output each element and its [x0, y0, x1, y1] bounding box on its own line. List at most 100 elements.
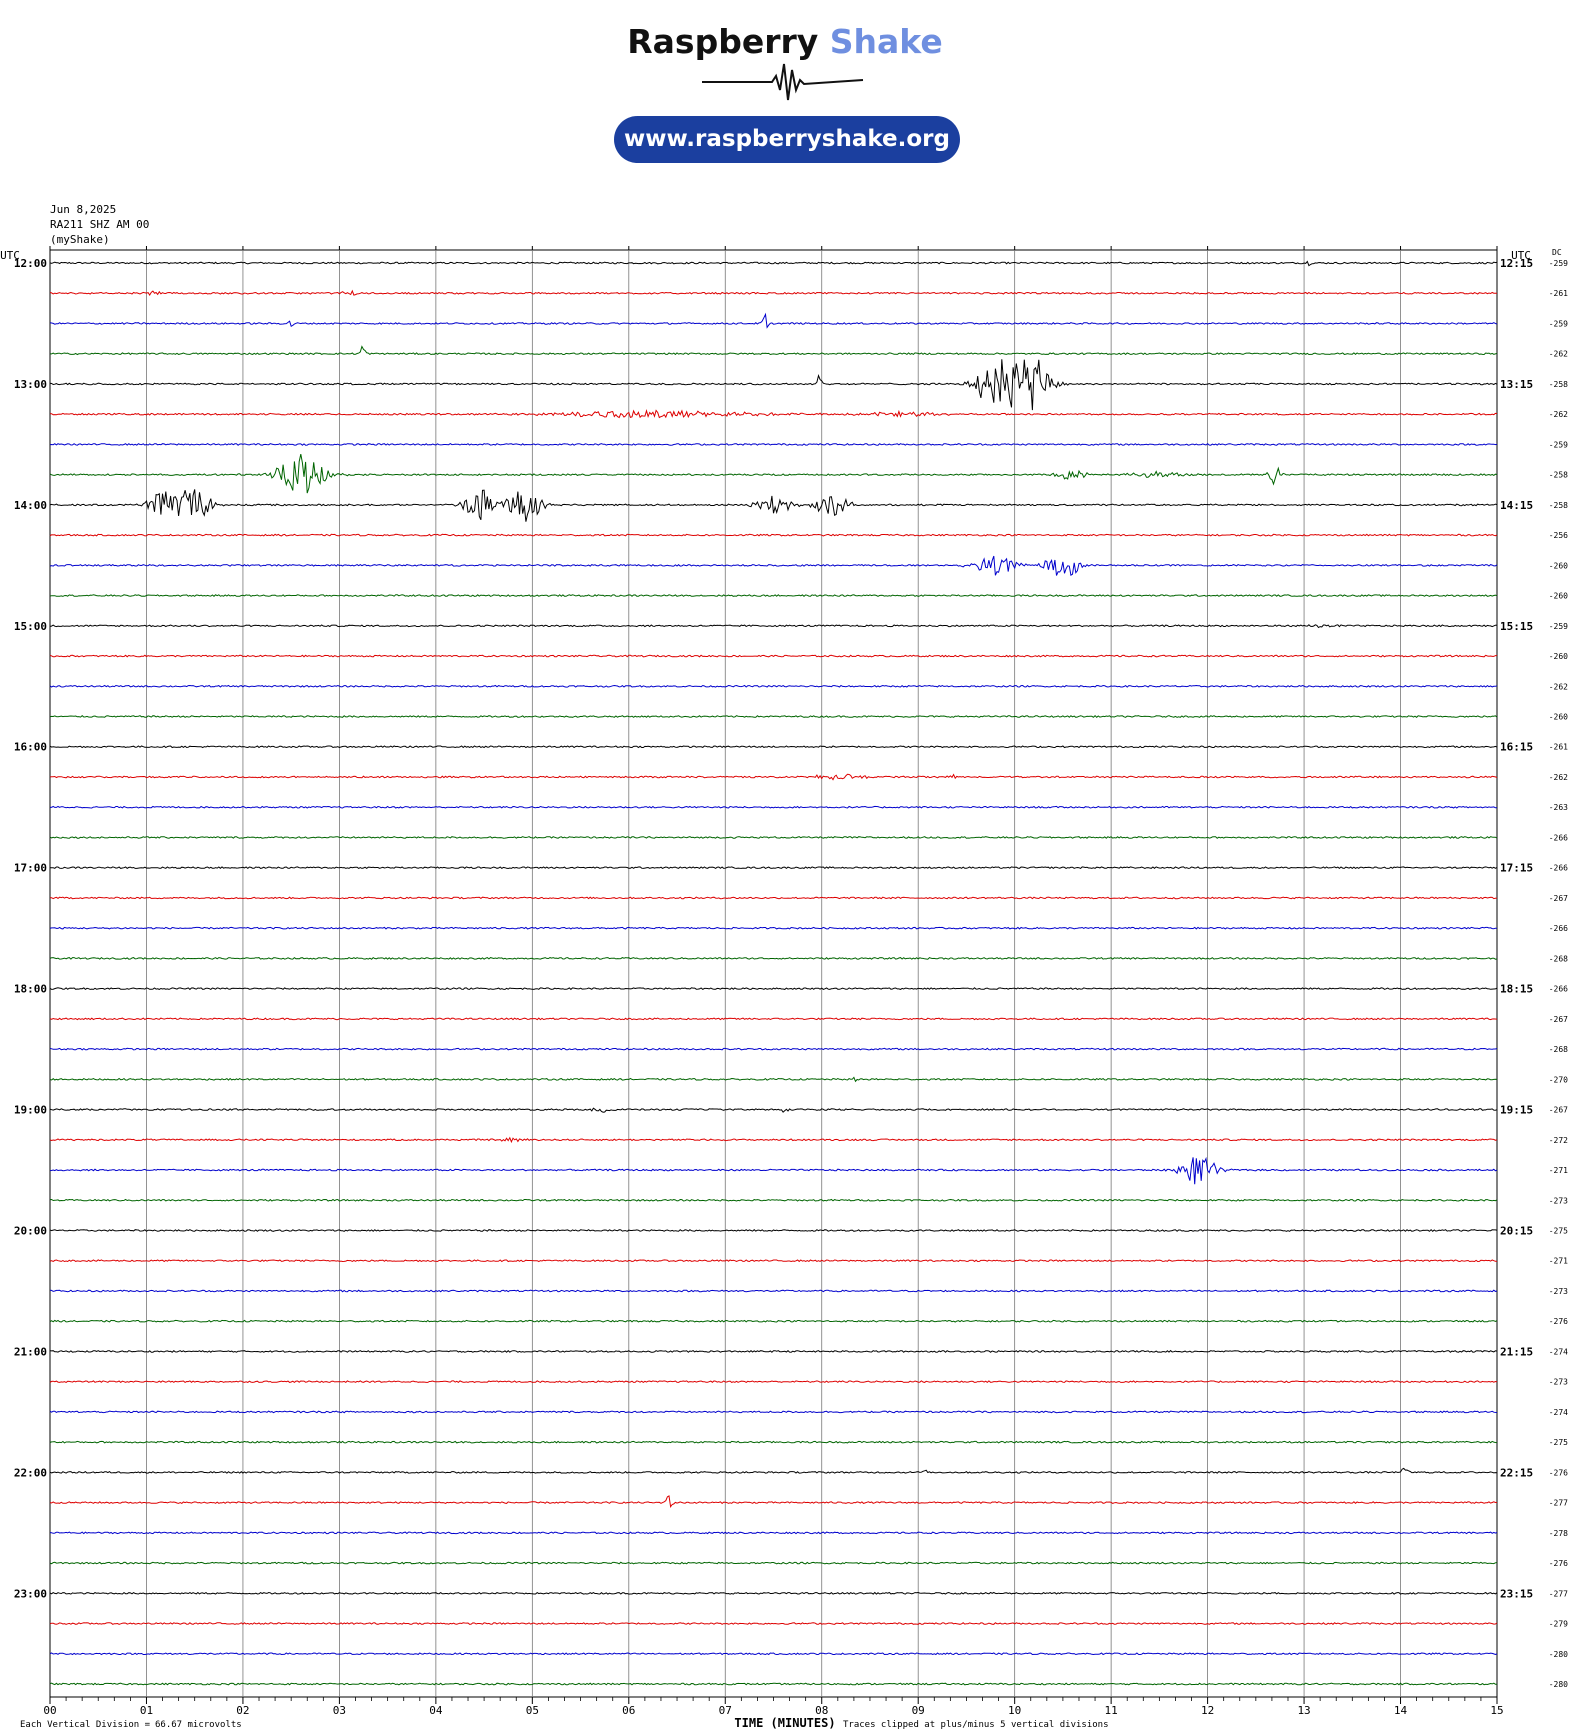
seismic-trace [49, 1380, 1498, 1384]
website-url-badge[interactable]: www.raspberryshake.org [614, 116, 960, 163]
seismic-trace [49, 1440, 1498, 1444]
seismic-trace [49, 805, 1497, 809]
seismic-trace [49, 1319, 1498, 1323]
logo-word-shake: Shake [829, 22, 943, 61]
dc-offset-label: -262 [1549, 682, 1568, 691]
dc-offset-label: -266 [1549, 864, 1568, 873]
seismic-trace [49, 409, 1498, 419]
x-tick-label: 13 [1297, 1704, 1310, 1717]
dc-offset-label: -260 [1549, 592, 1568, 601]
seismic-trace [49, 533, 1498, 537]
dc-offset-label: -260 [1549, 713, 1568, 722]
dc-offset-label: -277 [1549, 1589, 1568, 1598]
seismic-trace [49, 594, 1498, 597]
x-tick-label: 11 [1105, 1704, 1118, 1717]
seismic-trace [49, 1349, 1498, 1353]
network-label: (myShake) [50, 233, 110, 246]
seismic-trace [49, 956, 1498, 960]
seismic-trace [49, 715, 1498, 718]
dc-offset-label: -273 [1549, 1287, 1568, 1296]
dc-offset-label: -275 [1549, 1438, 1568, 1447]
seismic-trace [50, 866, 1498, 870]
dc-offset-label: -258 [1549, 380, 1568, 389]
left-time-label: 14:00 [14, 499, 47, 512]
dc-offset-label: -270 [1549, 1075, 1568, 1084]
dc-offset-label: -276 [1549, 1317, 1568, 1326]
left-time-label: 20:00 [14, 1224, 47, 1237]
station-label: RA211 SHZ AM 00 [50, 218, 150, 231]
seismic-trace [49, 1228, 1498, 1232]
seismic-trace [49, 926, 1497, 930]
left-time-label: 17:00 [14, 862, 47, 875]
right-time-label: 19:15 [1500, 1104, 1533, 1117]
dc-offset-label: -271 [1549, 1257, 1568, 1266]
seismic-trace [49, 260, 1498, 267]
x-axis-title: TIME (MINUTES) [734, 1716, 835, 1730]
dc-offset-label: -259 [1549, 259, 1568, 268]
seismic-trace [49, 654, 1497, 658]
dc-offset-label: -268 [1549, 1045, 1568, 1054]
seismic-trace [49, 987, 1498, 991]
division-value: 66.67 microvolts [155, 1720, 242, 1730]
left-time-label: 12:00 [14, 257, 47, 270]
right-time-label: 23:15 [1500, 1587, 1533, 1600]
x-tick-label: 10 [1008, 1704, 1021, 1717]
dc-offset-label: -266 [1549, 833, 1568, 842]
seismic-trace [49, 442, 1498, 446]
dc-offset-label: -259 [1549, 319, 1568, 328]
x-tick-label: 07 [719, 1704, 732, 1717]
x-tick-label: 08 [815, 1704, 828, 1717]
x-tick-label: 12 [1201, 1704, 1214, 1717]
seismic-trace [49, 1561, 1498, 1565]
seismic-trace [49, 489, 1498, 522]
x-tick-label: 09 [912, 1704, 925, 1717]
x-tick-label: 04 [429, 1704, 443, 1717]
seismic-trace [49, 1289, 1498, 1293]
dc-offset-label: -262 [1549, 350, 1568, 359]
seismic-trace [49, 312, 1498, 329]
dc-offset-label: -258 [1549, 501, 1568, 510]
seismic-trace [49, 1076, 1498, 1083]
seismic-trace [49, 1652, 1498, 1656]
right-time-label: 17:15 [1500, 862, 1533, 875]
x-tick-label: 06 [622, 1704, 635, 1717]
dc-offset-label: -260 [1549, 561, 1568, 570]
dc-offset-label: -266 [1549, 924, 1568, 933]
seismic-trace [49, 1047, 1498, 1051]
logo-seismic-wave-icon [702, 63, 864, 101]
dc-offset-label: -262 [1549, 773, 1568, 782]
dc-offset-label: -279 [1549, 1620, 1568, 1629]
seismic-trace [49, 773, 1498, 781]
right-time-label: 22:15 [1500, 1466, 1533, 1479]
left-time-label: 22:00 [14, 1466, 47, 1479]
seismic-trace [49, 1107, 1498, 1113]
seismic-trace [49, 1531, 1498, 1535]
x-tick-label: 02 [236, 1704, 249, 1717]
seismic-trace [49, 1198, 1498, 1202]
logo: Raspberry Shake [0, 22, 1570, 61]
seismic-trace [49, 1591, 1498, 1595]
x-tick-label: 01 [140, 1704, 153, 1717]
right-time-label: 13:15 [1500, 378, 1533, 391]
dc-offset-label: -261 [1549, 743, 1568, 752]
left-time-label: 21:00 [14, 1345, 47, 1358]
dc-offset-label: -267 [1549, 894, 1568, 903]
dc-offset-label: -278 [1549, 1529, 1568, 1538]
left-time-label: 15:00 [14, 620, 47, 633]
seismic-trace [49, 745, 1498, 749]
dc-offset-label: -259 [1549, 440, 1568, 449]
dc-offset-label: -273 [1549, 1378, 1568, 1387]
dc-offset-label: -277 [1549, 1499, 1568, 1508]
dc-offset-label: -272 [1549, 1136, 1568, 1145]
seismic-trace [49, 1156, 1498, 1185]
right-time-label: 12:15 [1500, 257, 1533, 270]
seismic-trace [49, 453, 1498, 494]
dc-offset-label: -262 [1549, 410, 1568, 419]
left-utc-label: UTC [0, 249, 20, 262]
dc-offset-label: -268 [1549, 954, 1568, 963]
dc-offset-label: -256 [1549, 531, 1568, 540]
logo-word-raspberry: Raspberry [627, 22, 819, 61]
left-time-label: 19:00 [14, 1104, 47, 1117]
seismic-trace [49, 359, 1498, 411]
